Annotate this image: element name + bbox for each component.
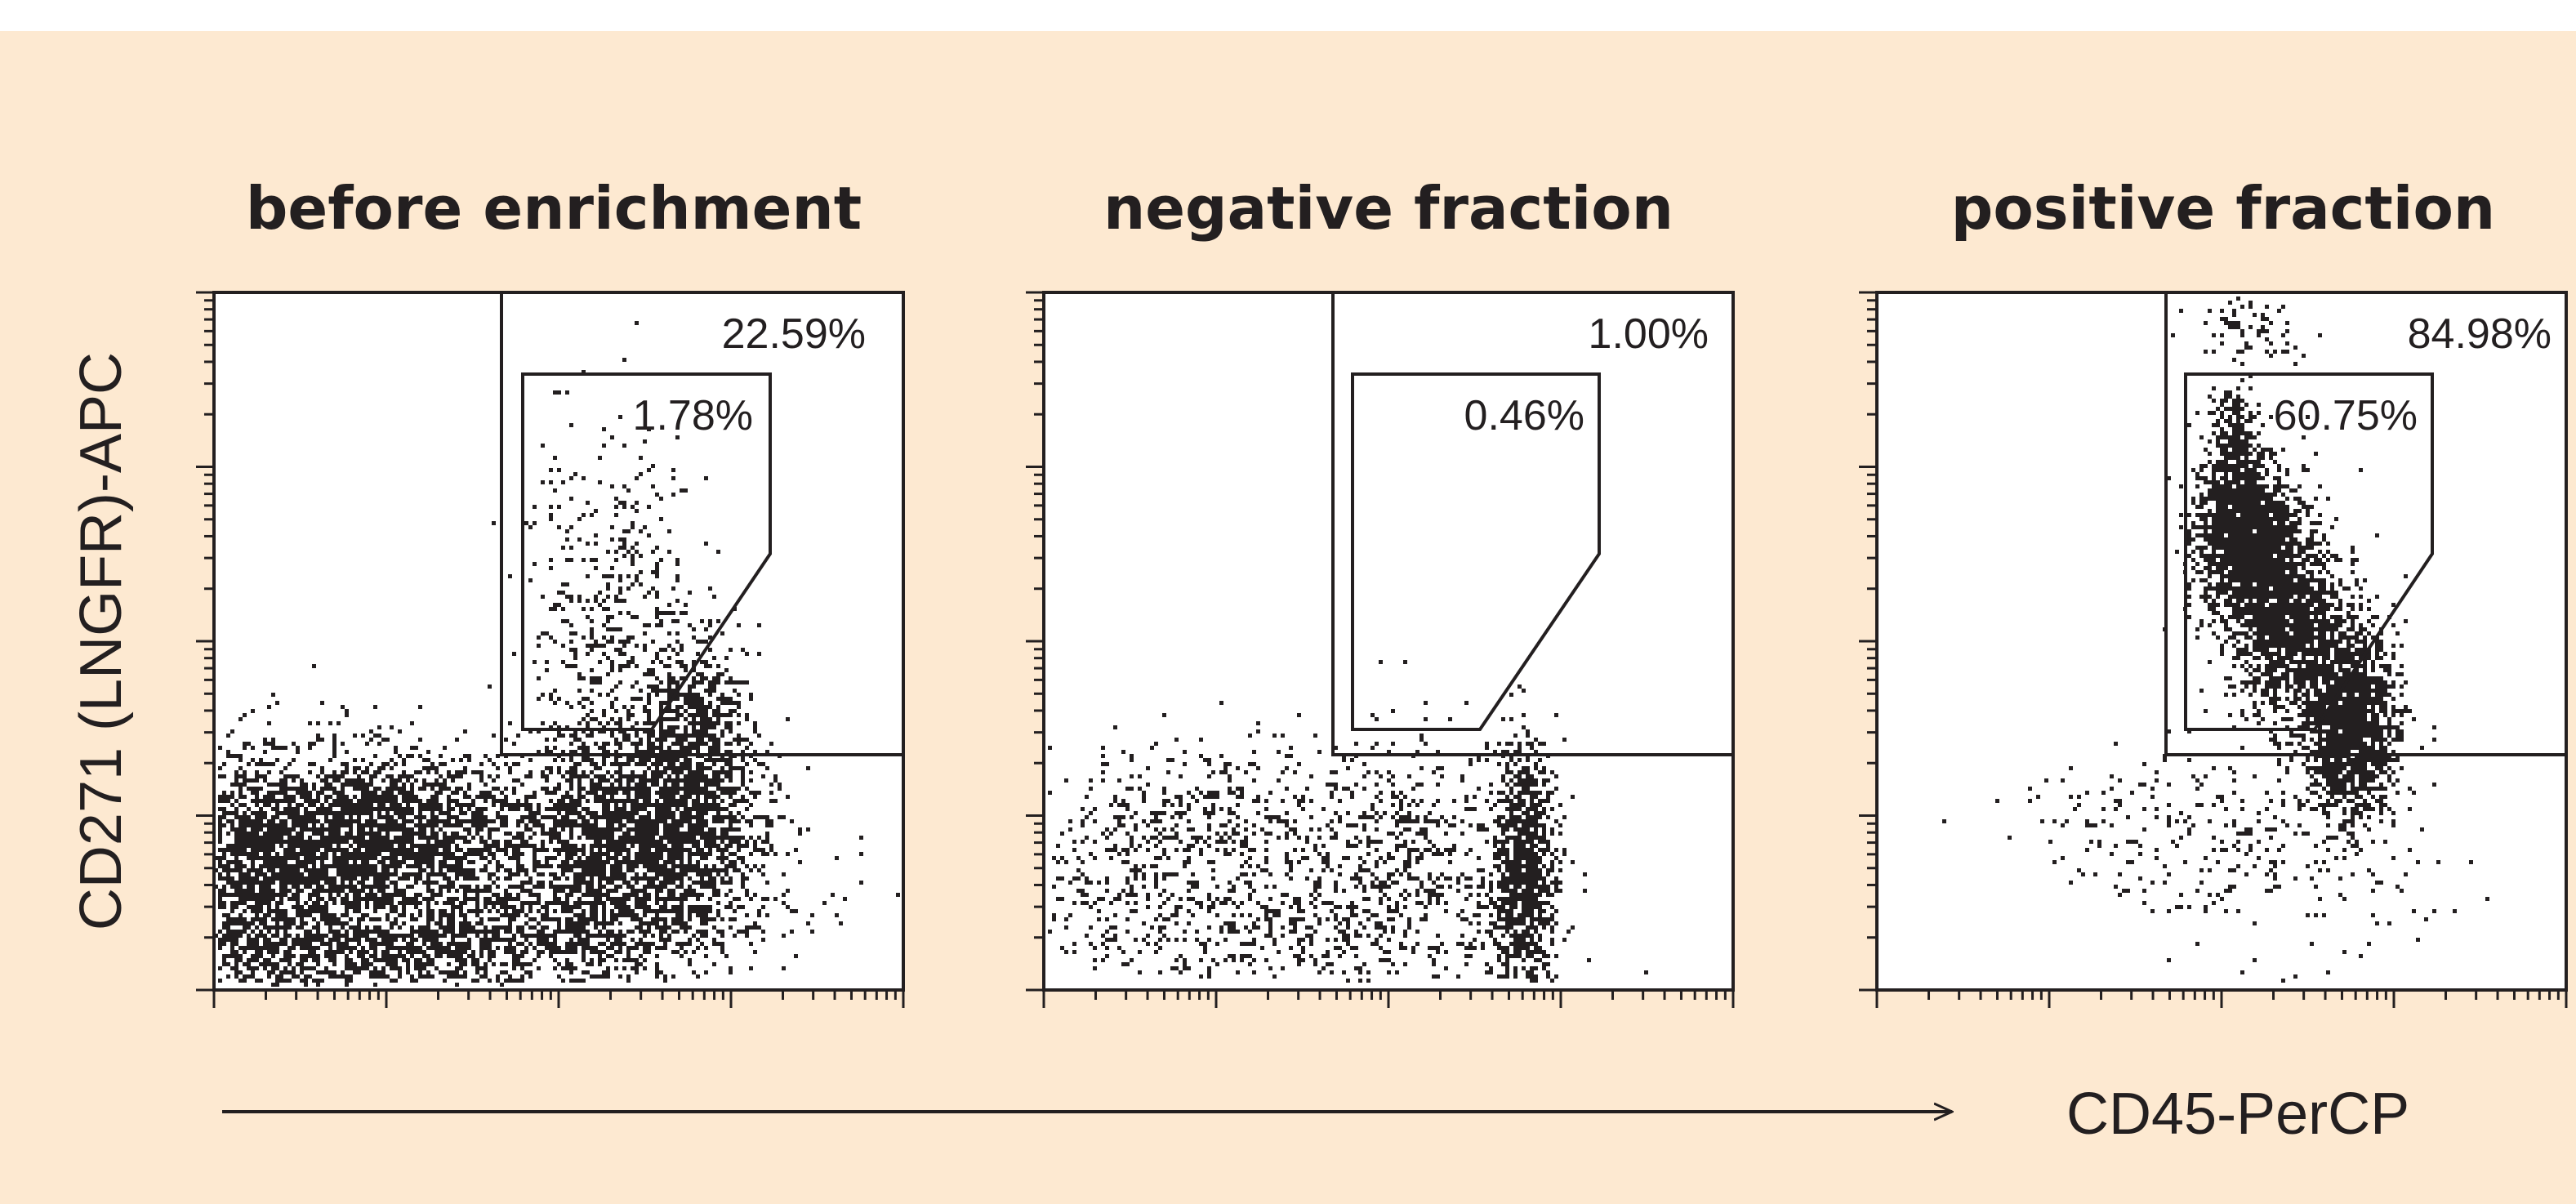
panel-3-plot: 84.98% 60.75% <box>1859 291 2568 1008</box>
panel-3-ticks <box>1859 291 2568 1008</box>
panel-3-quadrant-percentage: 84.98% <box>2408 310 2551 358</box>
panel-1-polygon-gate <box>521 372 772 731</box>
panel-2-title: negative fraction <box>1103 174 1674 243</box>
panel-1-plot-area <box>214 292 903 990</box>
x-axis-label: CD45-PerCP <box>2066 1081 2409 1147</box>
panel-2: negative fraction 1.00% 0.46% <box>1026 174 1735 1008</box>
panel-3-title: positive fraction <box>1951 174 2495 243</box>
panel-3-quadrant-gate <box>2164 292 2566 756</box>
panel-2-plot: 1.00% 0.46% <box>1026 291 1735 1008</box>
panel-2-gate-percentage: 0.46% <box>1464 392 1584 439</box>
panel-1-events <box>214 321 900 987</box>
panel-2-events <box>1048 660 1648 983</box>
panel-2-ticks <box>1026 291 1735 1008</box>
panel-1: before enrichment 22.59% 1.78% <box>196 174 905 1008</box>
y-axis-label: CD271 (LNGFR)-APC <box>69 352 134 930</box>
event-density <box>1048 660 1648 983</box>
panel-1-quadrant-percentage: 22.59% <box>722 310 866 358</box>
panel-3: positive fraction 84.98% 60.75% <box>1859 174 2568 1008</box>
panel-2-polygon-gate <box>1351 372 1601 731</box>
panel-1-plot: 22.59% 1.78% <box>196 291 905 1008</box>
panel-2-quadrant-gate <box>1331 292 1733 756</box>
panel-3-events <box>1942 297 2489 983</box>
event-density <box>1942 297 2489 983</box>
panel-1-quadrant-gate <box>500 292 903 756</box>
panel-3-plot-area <box>1877 292 2566 990</box>
figure: before enrichment 22.59% 1.78% negative … <box>0 31 2576 1204</box>
panel-2-quadrant-percentage: 1.00% <box>1589 310 1709 358</box>
flow-cytometry-figure: before enrichment 22.59% 1.78% negative … <box>69 174 2568 1147</box>
panel-1-title: before enrichment <box>246 174 862 243</box>
event-density <box>214 321 900 987</box>
panel-1-gate-percentage: 1.78% <box>633 392 753 439</box>
panel-1-ticks <box>196 291 905 1008</box>
panel-3-polygon-gate <box>2184 372 2434 731</box>
panel-3-gate-percentage: 60.75% <box>2274 392 2418 439</box>
